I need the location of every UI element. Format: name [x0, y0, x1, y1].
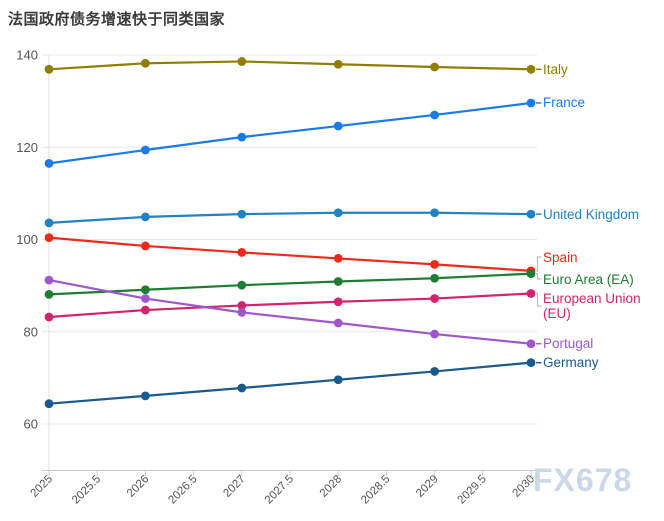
- y-tick-label: 120: [16, 140, 38, 155]
- x-tick-label: 2026.5: [166, 473, 199, 506]
- data-point-euro-area-ea: [237, 280, 247, 290]
- data-point-germany: [141, 391, 150, 401]
- data-point-italy: [141, 58, 150, 68]
- data-point-france: [237, 132, 247, 142]
- y-tick-label: 80: [24, 324, 38, 339]
- x-tick-label: 2029: [414, 473, 441, 500]
- data-point-euro-area-ea: [526, 269, 536, 279]
- series-france: [44, 98, 542, 168]
- data-point-spain: [430, 260, 439, 269]
- series-line-euro-area-ea: [47, 272, 533, 296]
- series-line-italy: [47, 60, 533, 71]
- data-point-spain: [141, 241, 150, 251]
- data-point-germany: [526, 358, 536, 368]
- series-euro-area-ea: [44, 269, 542, 299]
- x-axis-tick-labels: 2025 2025.5 2026 2026.5 2027 2027.5 2028 2028.5…: [29, 473, 538, 506]
- series-european-union-eu: [44, 289, 542, 322]
- data-point-euro-area-ea: [333, 277, 343, 286]
- y-tick-label: 140: [16, 48, 38, 63]
- data-point-united-kingdom: [237, 209, 247, 219]
- data-point-spain: [237, 248, 247, 257]
- data-point-italy: [44, 64, 54, 74]
- gridlines: [42, 54, 537, 425]
- x-tick-label: 2029.5: [456, 473, 489, 506]
- data-point-united-kingdom: [141, 212, 150, 222]
- y-axis-tick-labels: 60 80 100 120 140: [16, 48, 38, 432]
- data-point-italy: [333, 59, 343, 69]
- data-point-european-union-eu: [141, 305, 150, 315]
- series-line-germany: [47, 361, 533, 405]
- label-connector-european-union-eu: [536, 292, 542, 307]
- series-line-spain: [47, 236, 533, 272]
- data-point-united-kingdom: [44, 218, 54, 228]
- x-tick-label: 2027: [221, 473, 248, 500]
- data-point-euro-area-ea: [44, 289, 54, 299]
- data-point-france: [333, 121, 343, 131]
- series-line-european-union-eu: [47, 292, 533, 319]
- data-point-france: [430, 110, 439, 120]
- x-tick-label: 2025.5: [70, 473, 103, 506]
- y-tick-label: 60: [24, 417, 38, 432]
- data-point-italy: [237, 57, 247, 66]
- x-tick-label: 2025: [29, 473, 56, 500]
- data-point-euro-area-ea: [430, 273, 439, 283]
- label-connector-spain: [536, 256, 542, 272]
- data-point-spain: [44, 233, 54, 243]
- series-line-portugal: [47, 278, 533, 345]
- label-connector-euro-area-ea: [536, 273, 542, 280]
- series-italy: [44, 57, 542, 74]
- x-tick-label: 2027.5: [263, 473, 296, 506]
- data-point-germany: [430, 367, 439, 376]
- watermark: FX678: [533, 462, 633, 498]
- data-point-france: [526, 98, 536, 108]
- data-point-portugal: [526, 339, 536, 349]
- data-point-france: [141, 145, 150, 155]
- data-point-united-kingdom: [430, 208, 439, 218]
- data-point-portugal: [141, 294, 150, 303]
- data-point-italy: [526, 64, 536, 74]
- data-point-portugal: [237, 307, 247, 317]
- data-point-france: [44, 158, 54, 168]
- x-tick-label: 2026: [125, 473, 152, 500]
- y-tick-label: 100: [16, 232, 38, 247]
- data-point-portugal: [430, 329, 439, 339]
- data-point-germany: [333, 375, 343, 385]
- data-point-european-union-eu: [333, 297, 343, 307]
- series-germany: [44, 358, 542, 409]
- data-point-portugal: [333, 318, 343, 328]
- data-point-united-kingdom: [526, 209, 536, 219]
- data-point-european-union-eu: [237, 301, 247, 310]
- data-point-european-union-eu: [526, 289, 536, 298]
- x-tick-label: 2028.5: [359, 473, 392, 506]
- series-line-france: [47, 101, 533, 165]
- data-point-spain: [333, 254, 343, 263]
- series-line-united-kingdom: [47, 211, 533, 224]
- x-tick-label: 2028: [318, 473, 345, 500]
- data-point-european-union-eu: [44, 312, 54, 322]
- series-united-kingdom: [44, 208, 542, 228]
- data-point-european-union-eu: [430, 294, 439, 303]
- chart-title: 法国政府债务增速快于同类国家: [8, 11, 226, 28]
- data-point-italy: [430, 62, 439, 72]
- data-point-portugal: [44, 275, 54, 285]
- data-point-germany: [44, 399, 54, 409]
- data-point-united-kingdom: [333, 208, 343, 218]
- data-point-germany: [237, 383, 247, 393]
- data-point-euro-area-ea: [141, 285, 150, 295]
- series-portugal: [44, 275, 542, 349]
